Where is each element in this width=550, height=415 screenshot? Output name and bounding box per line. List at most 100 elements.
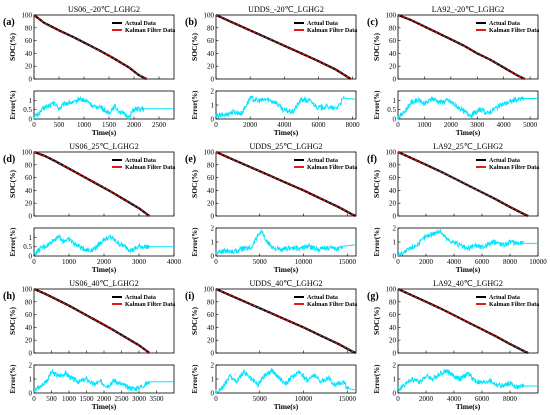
error-ytick-label: 2 (29, 362, 33, 370)
xtick-label: 0 (214, 121, 218, 129)
xtick-label: 0 (396, 258, 400, 266)
soc-ytick-label: 0 (211, 76, 215, 84)
error-ytick-label: 0.5 (387, 106, 396, 114)
error-ytick-label: 0 (393, 390, 397, 398)
error-line (397, 368, 538, 392)
error-ytick-label: 2 (211, 225, 215, 233)
error-axes-frame (397, 364, 539, 394)
soc-ytick-label: 80 (207, 161, 215, 169)
legend-label-kalman: Kalman Filter Data (489, 165, 539, 171)
soc-ytick-label: 40 (389, 324, 397, 332)
xtick-label: 6000 (311, 121, 326, 129)
error-axes-frame (33, 364, 175, 394)
xlabel: Time(s) (274, 402, 299, 411)
xtick-label: 1000 (417, 121, 432, 129)
chart-panel: 020406080100US06_25℃_LGHG2(d)SOC(%)Actua… (3, 142, 182, 274)
xtick-label: 1500 (102, 121, 117, 129)
error-ytick-label: 2 (211, 88, 215, 96)
xtick-label: 5000 (253, 258, 268, 266)
error-ylabel: Error(%) (191, 227, 199, 257)
soc-ytick-label: 80 (25, 24, 33, 32)
soc-ytick-label: 60 (207, 37, 215, 45)
legend-label-actual: Actual Data (125, 158, 156, 164)
panel-label: (d) (3, 154, 15, 165)
soc-ytick-label: 80 (25, 161, 33, 169)
soc-ytick-label: 20 (207, 337, 215, 345)
xtick-label: 4000 (497, 121, 512, 129)
error-ytick-label: 0 (211, 116, 215, 124)
soc-ylabel: SOC(%) (190, 170, 199, 198)
soc-ytick-label: 100 (204, 286, 215, 294)
xtick-label: 8000 (503, 258, 518, 266)
panel-label: (e) (185, 154, 196, 165)
soc-ytick-label: 60 (25, 37, 33, 45)
error-ytick-label: 1 (29, 97, 33, 105)
legend-label-kalman: Kalman Filter Data (307, 165, 357, 171)
xtick-label: 2500 (152, 121, 167, 129)
panel-title: UDDS_-20℃_LGHG2 (248, 5, 324, 14)
error-ytick-label: 1 (393, 376, 397, 384)
soc-ytick-label: 60 (207, 174, 215, 182)
soc-ytick-label: 20 (25, 200, 33, 208)
soc-ytick-label: 20 (207, 200, 215, 208)
soc-ytick-label: 20 (207, 63, 215, 71)
soc-ytick-label: 80 (25, 298, 33, 306)
xtick-label: 4000 (447, 395, 462, 403)
panel-label: (b) (185, 17, 197, 28)
xtick-label: 2000 (444, 121, 459, 129)
error-ytick-label: 0 (393, 116, 397, 124)
kalman-filter-line (397, 14, 526, 80)
soc-ytick-label: 80 (389, 298, 397, 306)
panel-label: (a) (3, 17, 15, 28)
panel-title: UDDS_25℃_LGHG2 (250, 142, 323, 151)
chart-panel: 020406080100US06_40℃_LGHG2(h)SOC(%)Actua… (3, 279, 175, 411)
soc-ylabel: SOC(%) (372, 33, 381, 61)
panel-title: US06_40℃_LGHG2 (69, 279, 138, 288)
error-ylabel: Error(%) (191, 364, 199, 394)
soc-ytick-label: 20 (389, 63, 397, 71)
soc-ylabel: SOC(%) (8, 307, 17, 335)
xtick-label: 10000 (295, 258, 313, 266)
error-ytick-label: 1 (29, 376, 33, 384)
xtick-label: 15000 (339, 395, 357, 403)
kalman-filter-line (33, 14, 147, 80)
xtick-label: 2000 (97, 258, 112, 266)
soc-ytick-label: 100 (22, 12, 33, 20)
soc-ytick-label: 100 (386, 286, 397, 294)
xtick-label: 0 (396, 395, 400, 403)
soc-ytick-label: 100 (22, 149, 33, 157)
error-ytick-label: 1 (29, 234, 33, 242)
soc-ytick-label: 40 (389, 50, 397, 58)
xtick-label: 5000 (253, 395, 268, 403)
error-line (215, 367, 357, 395)
error-ytick-label: 0 (29, 116, 33, 124)
soc-ytick-label: 60 (389, 174, 397, 182)
soc-ytick-label: 20 (389, 337, 397, 345)
error-ytick-label: 2 (393, 362, 397, 370)
error-ylabel: Error(%) (373, 364, 381, 394)
chart-panel: 020406080100LA92_40℃_LGHG2(g)SOC(%)Actua… (367, 279, 539, 411)
soc-ytick-label: 20 (25, 337, 33, 345)
xlabel: Time(s) (274, 265, 299, 274)
kalman-filter-line (215, 14, 352, 80)
xtick-label: 1000 (62, 395, 77, 403)
soc-ytick-label: 60 (207, 311, 215, 319)
legend-label-actual: Actual Data (307, 295, 338, 301)
legend-label-kalman: Kalman Filter Data (307, 302, 357, 308)
soc-ytick-label: 80 (207, 298, 215, 306)
error-ytick-label: 1 (393, 97, 397, 105)
actual-data-line (33, 287, 151, 354)
panel-title: US06_-20℃_LGHG2 (68, 5, 140, 14)
error-line (33, 368, 174, 394)
soc-ytick-label: 100 (204, 149, 215, 157)
soc-ytick-label: 80 (207, 24, 215, 32)
soc-ylabel: SOC(%) (372, 307, 381, 335)
legend-label-actual: Actual Data (125, 21, 156, 27)
chart-panel: 020406080100UDDS_25℃_LGHG2(e)SOC(%)Actua… (185, 142, 357, 274)
soc-ytick-label: 80 (389, 24, 397, 32)
soc-ytick-label: 40 (207, 187, 215, 195)
error-line (397, 229, 538, 257)
soc-ytick-label: 100 (386, 12, 397, 20)
xtick-label: 2000 (419, 258, 434, 266)
soc-ytick-label: 100 (22, 286, 33, 294)
